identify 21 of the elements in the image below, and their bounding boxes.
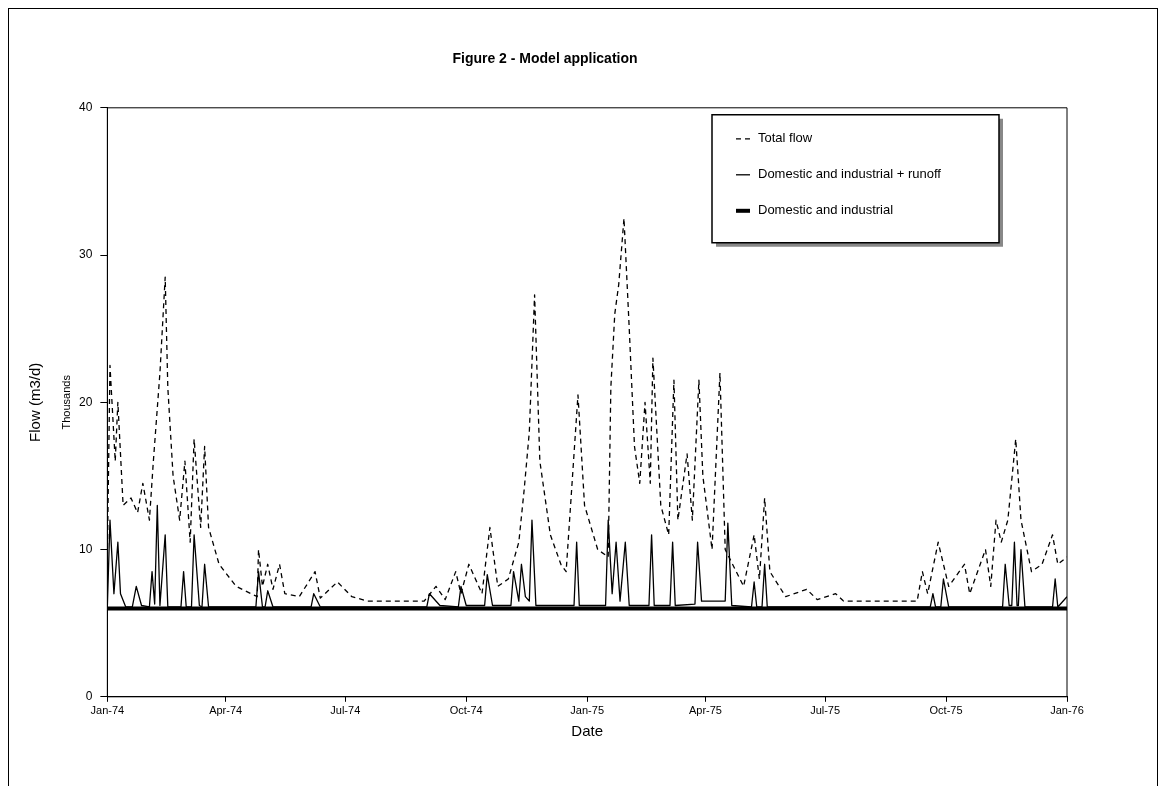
x-tick-label: Apr-75 — [688, 704, 722, 717]
y-tick-label: 20 — [78, 394, 93, 409]
x-tick-label: Jul-75 — [810, 704, 841, 717]
y-tick-label: 0 — [85, 689, 93, 704]
x-tick-label: Jan-75 — [570, 704, 604, 717]
legend-label: Domestic and industrial — [758, 202, 894, 218]
x-tick-label: Jan-74 — [90, 704, 125, 717]
y-axis-title: Flow (m3/d) — [26, 362, 44, 442]
y-tick-label: 30 — [78, 247, 93, 262]
y-tick-label: 40 — [78, 100, 93, 115]
legend-label: Total flow — [758, 130, 813, 146]
text: Thousands — [60, 374, 73, 430]
x-tick-label: Apr-74 — [209, 704, 243, 717]
x-tick-label: Jan-76 — [1050, 704, 1084, 717]
x-tick-label: Oct-74 — [449, 704, 483, 717]
x-tick-label: Oct-75 — [929, 704, 963, 717]
legend-label: Domestic and industrial + runoff — [758, 166, 942, 182]
x-tick-label: Jul-74 — [330, 704, 361, 717]
x-axis-title: Date — [571, 722, 604, 740]
chart-title: Figure 2 - Model application — [452, 50, 638, 67]
y-tick-label: 10 — [78, 541, 93, 556]
